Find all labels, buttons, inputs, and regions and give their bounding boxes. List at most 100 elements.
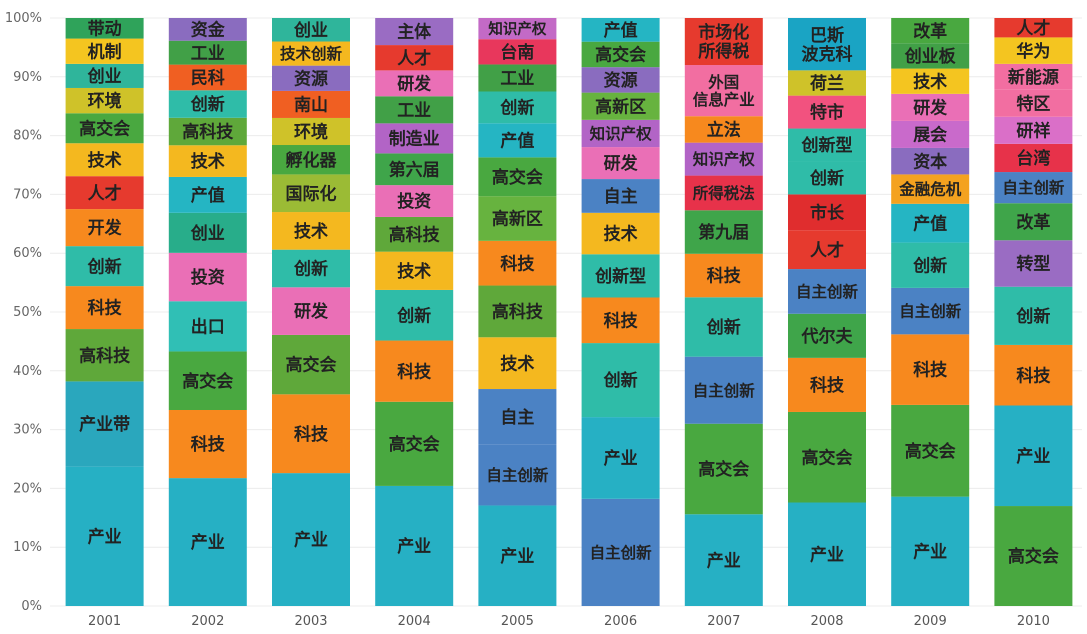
bar-segment[interactable] (788, 269, 866, 314)
bar-segment[interactable] (891, 287, 970, 335)
bar-segment[interactable] (478, 337, 557, 390)
bar-segment[interactable] (994, 143, 1073, 173)
bar-segment[interactable] (891, 334, 970, 405)
bar-segment[interactable] (478, 18, 557, 40)
bar-segment[interactable] (168, 176, 247, 213)
bar-segment[interactable] (375, 401, 454, 486)
bar-segment[interactable] (891, 203, 970, 243)
bar-segment[interactable] (478, 444, 557, 506)
bar-segment[interactable] (272, 41, 350, 66)
bar-segment[interactable] (581, 147, 660, 180)
bar-segment[interactable] (994, 286, 1073, 345)
bar-segment[interactable] (478, 196, 557, 241)
bar-segment[interactable] (65, 113, 144, 144)
bar-segment[interactable] (994, 240, 1073, 287)
bar-segment[interactable] (891, 404, 970, 497)
bar-segment[interactable] (168, 351, 247, 410)
bar-segment[interactable] (788, 18, 866, 71)
bar-segment[interactable] (891, 93, 970, 121)
bar-segment[interactable] (375, 251, 454, 290)
bar-segment[interactable] (168, 410, 247, 479)
bar-segment[interactable] (272, 65, 350, 91)
bar-segment[interactable] (478, 285, 557, 338)
bar-segment[interactable] (168, 212, 247, 253)
bar-segment[interactable] (168, 145, 247, 177)
bar-segment[interactable] (788, 161, 866, 195)
bar-segment[interactable] (478, 240, 557, 286)
bar-segment[interactable] (375, 289, 454, 341)
bar-segment[interactable] (684, 253, 763, 298)
bar-segment[interactable] (581, 41, 660, 68)
bar-segment[interactable] (891, 496, 970, 606)
bar-segment[interactable] (375, 340, 454, 402)
bar-segment[interactable] (375, 70, 454, 97)
bar-segment[interactable] (478, 39, 557, 65)
bar-segment[interactable] (65, 246, 144, 287)
bar-segment[interactable] (891, 18, 970, 44)
bar-segment[interactable] (891, 68, 970, 94)
bar-segment[interactable] (375, 18, 454, 46)
bar-segment[interactable] (684, 65, 763, 117)
bar-segment[interactable] (272, 473, 350, 606)
bar-segment[interactable] (581, 18, 660, 42)
bar-segment[interactable] (375, 153, 454, 186)
bar-segment[interactable] (168, 90, 247, 118)
bar-segment[interactable] (788, 70, 866, 96)
bar-segment[interactable] (788, 357, 866, 412)
bar-segment[interactable] (581, 212, 660, 255)
bar-segment[interactable] (994, 344, 1073, 406)
bar-segment[interactable] (65, 87, 144, 114)
bar-segment[interactable] (684, 210, 763, 254)
bar-segment[interactable] (684, 356, 763, 424)
bar-segment[interactable] (581, 498, 660, 606)
bar-segment[interactable] (788, 502, 866, 606)
bar-segment[interactable] (272, 174, 350, 213)
bar-segment[interactable] (788, 128, 866, 162)
bar-segment[interactable] (65, 143, 144, 177)
bar-segment[interactable] (168, 64, 247, 91)
bar-segment[interactable] (684, 116, 763, 143)
bar-segment[interactable] (65, 329, 144, 382)
bar-segment[interactable] (891, 174, 970, 204)
bar-segment[interactable] (994, 18, 1073, 38)
bar-segment[interactable] (375, 216, 454, 252)
bar-segment[interactable] (478, 91, 557, 124)
bar-segment[interactable] (375, 123, 454, 154)
bar-segment[interactable] (375, 185, 454, 217)
bar-segment[interactable] (684, 18, 763, 66)
bar-segment[interactable] (168, 478, 247, 606)
bar-segment[interactable] (65, 38, 144, 64)
bar-segment[interactable] (65, 209, 144, 247)
bar-segment[interactable] (478, 505, 557, 606)
bar-segment[interactable] (684, 423, 763, 515)
bar-segment[interactable] (581, 179, 660, 213)
bar-segment[interactable] (994, 63, 1073, 90)
bar-segment[interactable] (788, 95, 866, 129)
bar-segment[interactable] (788, 313, 866, 358)
bar-segment[interactable] (581, 92, 660, 120)
bar-segment[interactable] (272, 18, 350, 42)
bar-segment[interactable] (168, 18, 247, 41)
bar-segment[interactable] (65, 466, 144, 606)
bar-segment[interactable] (994, 116, 1073, 144)
bar-segment[interactable] (168, 117, 247, 146)
bar-segment[interactable] (272, 117, 350, 146)
bar-segment[interactable] (581, 417, 660, 499)
bar-segment[interactable] (994, 37, 1073, 64)
bar-segment[interactable] (891, 242, 970, 288)
bar-segment[interactable] (891, 43, 970, 69)
bar-segment[interactable] (684, 175, 763, 211)
bar-segment[interactable] (581, 119, 660, 148)
bar-segment[interactable] (168, 40, 247, 65)
bar-segment[interactable] (581, 67, 660, 93)
bar-segment[interactable] (272, 249, 350, 288)
bar-segment[interactable] (478, 64, 557, 92)
bar-segment[interactable] (788, 411, 866, 503)
bar-segment[interactable] (994, 172, 1073, 204)
bar-segment[interactable] (788, 194, 866, 231)
bar-segment[interactable] (478, 389, 557, 445)
bar-segment[interactable] (684, 514, 763, 606)
bar-segment[interactable] (168, 301, 247, 352)
bar-segment[interactable] (65, 176, 144, 210)
bar-segment[interactable] (272, 287, 350, 335)
